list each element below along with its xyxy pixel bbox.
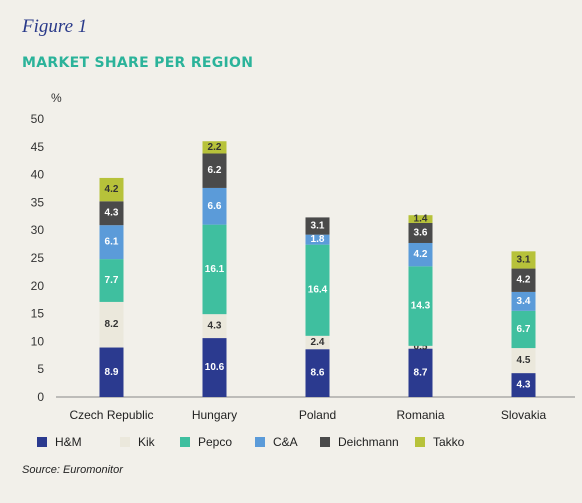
x-tick-label: Romania — [396, 408, 444, 422]
bar-segment — [408, 266, 433, 346]
bar-segment — [99, 301, 124, 348]
bar-segment — [305, 349, 330, 397]
legend-swatch — [255, 437, 265, 447]
data-label: 4.2 — [105, 184, 119, 195]
bar-segment — [305, 234, 330, 245]
legend-label: Kik — [138, 435, 156, 449]
data-label: 4.3 — [517, 380, 531, 391]
bar-segment — [408, 222, 433, 243]
source-note: Source: Euromonitor — [22, 464, 123, 476]
bar-segment — [99, 347, 124, 397]
legend-label: H&M — [55, 435, 82, 449]
data-label: 8.9 — [105, 367, 119, 378]
data-label: 16.1 — [205, 264, 225, 275]
x-tick-label: Slovakia — [501, 408, 547, 422]
bar-segment — [511, 348, 536, 374]
y-tick-label: 45 — [31, 140, 45, 154]
data-label: 1.4 — [414, 214, 428, 225]
legend-label: Deichmann — [338, 435, 399, 449]
data-label: 4.2 — [517, 275, 531, 286]
data-label: 3.1 — [311, 221, 325, 232]
data-label: 8.2 — [105, 319, 119, 330]
bar-segment — [202, 187, 227, 225]
data-label: 16.4 — [308, 285, 328, 296]
data-label: 4.5 — [517, 355, 531, 366]
legend-swatch — [37, 437, 47, 447]
legend-label: Takko — [433, 435, 465, 449]
data-label: 8.7 — [414, 367, 428, 378]
bar-segment — [408, 242, 433, 267]
x-tick-label: Hungary — [192, 408, 237, 422]
data-label: 4.2 — [414, 249, 428, 260]
bar-segment — [305, 335, 330, 350]
legend-swatch — [180, 437, 190, 447]
data-label: 6.1 — [105, 237, 119, 248]
y-tick-label: 15 — [31, 307, 45, 321]
data-label: 14.3 — [411, 301, 431, 312]
data-label: 4.3 — [105, 208, 119, 219]
data-label: 3.1 — [517, 254, 531, 265]
bar-segment — [202, 153, 227, 188]
y-axis: 0 5 10 15 20 25 30 35 40 45 50 — [31, 112, 45, 404]
x-tick-label: Czech Republic — [69, 408, 153, 422]
legend-swatch — [415, 437, 425, 447]
y-tick-label: 0 — [37, 390, 44, 404]
bar-segment — [99, 201, 124, 226]
data-label: 3.6 — [414, 227, 428, 238]
bar-segment — [99, 177, 124, 202]
y-tick-label: 25 — [31, 251, 45, 265]
legend-label: Pepco — [198, 435, 232, 449]
bar-segment — [511, 373, 536, 397]
y-tick-label: 5 — [37, 362, 44, 376]
legend-label: C&A — [273, 435, 298, 449]
data-label: 6.2 — [208, 165, 222, 176]
data-label: 6.7 — [517, 324, 531, 335]
y-tick-label: 50 — [31, 112, 45, 126]
y-axis-unit: % — [51, 91, 62, 105]
bar-segment — [408, 348, 433, 397]
legend-swatch — [320, 437, 330, 447]
bar-segment — [408, 215, 433, 223]
y-tick-label: 40 — [31, 168, 45, 182]
bar-segment — [408, 345, 433, 349]
bar-segment — [511, 310, 536, 349]
y-tick-label: 35 — [31, 195, 45, 209]
data-label: 7.7 — [105, 275, 119, 286]
bar-segment — [202, 338, 227, 397]
legend-swatch — [120, 437, 130, 447]
y-tick-label: 30 — [31, 223, 45, 237]
bar-segment — [99, 259, 124, 302]
data-label: 4.3 — [208, 321, 222, 332]
data-label: 3.4 — [517, 296, 531, 307]
data-label: 2.2 — [208, 142, 222, 153]
x-axis-labels: Czech Republic Hungary Poland Romania Slovak… — [69, 408, 546, 422]
data-label: 0.5 — [414, 342, 428, 353]
bar-segment — [202, 224, 227, 315]
data-label: 1.8 — [311, 234, 325, 245]
data-label: 6.6 — [208, 201, 222, 212]
bar-segment — [305, 217, 330, 235]
figure-label: Figure 1 — [22, 16, 88, 37]
chart-title: MARKET SHARE PER REGION — [22, 55, 254, 71]
data-label: 10.6 — [205, 362, 225, 373]
bar-segment — [99, 225, 124, 260]
legend: H&M Kik Pepco C&A Deichmann Takko — [37, 435, 465, 449]
bars: 8.9 8.2 7.7 6.1 4.3 4.2 10.6 4.3 16.1 6.6 6.2 2.2 8.… — [99, 141, 536, 397]
data-label: 2.4 — [311, 337, 325, 348]
bar-segment — [511, 268, 536, 292]
bar-segment — [511, 291, 536, 311]
bar-segment — [511, 251, 536, 269]
x-tick-label: Poland — [299, 408, 336, 422]
bar-segment — [305, 244, 330, 336]
y-tick-label: 10 — [31, 334, 45, 348]
y-tick-label: 20 — [31, 279, 45, 293]
bar-segment — [202, 141, 227, 154]
bar-segment — [202, 314, 227, 339]
data-label: 8.6 — [311, 368, 325, 379]
